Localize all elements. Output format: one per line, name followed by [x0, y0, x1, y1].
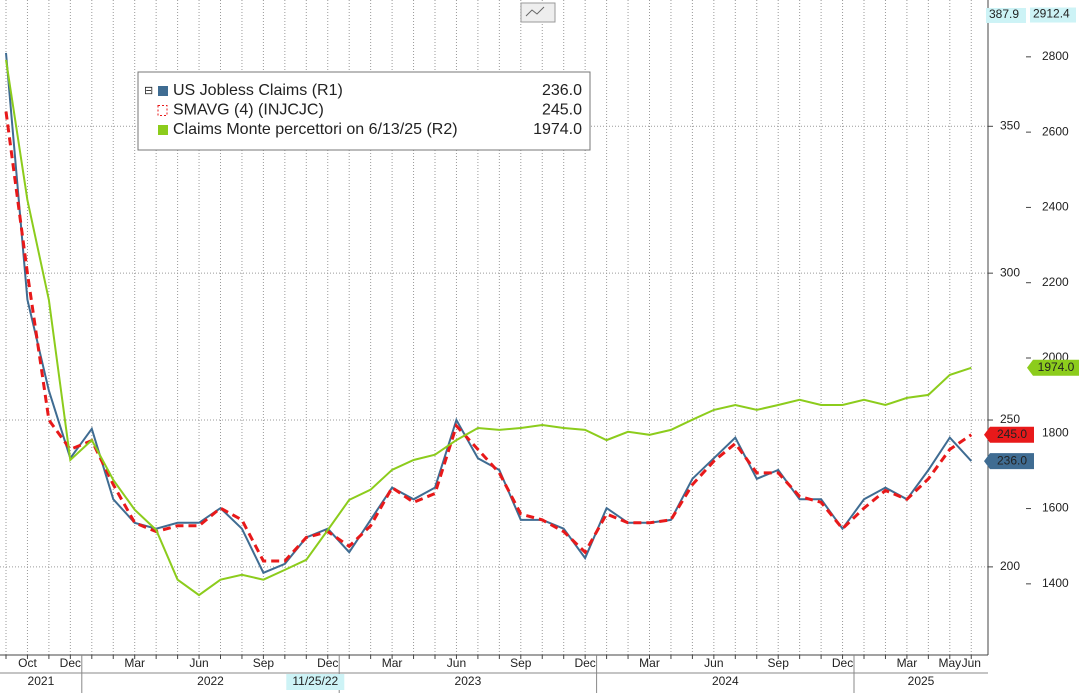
- year-label: 2021: [28, 674, 55, 688]
- value-tag-label: 1974.0: [1038, 360, 1075, 374]
- legend-box: [137, 71, 591, 151]
- y-tick-label: 250: [1000, 412, 1020, 426]
- y2-tick-label: 2600: [1042, 124, 1069, 138]
- y2-tick-label: 2800: [1042, 49, 1069, 63]
- legend-swatch: [158, 86, 168, 96]
- legend-value: 1974.0: [533, 121, 582, 138]
- x-tick-label: Sep: [768, 656, 790, 670]
- x-tick-label: Jun: [189, 656, 208, 670]
- legend-label: Claims Monte percettori on 6/13/25 (R2): [173, 121, 458, 138]
- y2-tick-label: 1400: [1042, 576, 1069, 590]
- y2-tick-label: 1800: [1042, 425, 1069, 439]
- y2-tick-label: 1600: [1042, 501, 1069, 515]
- x-tick-label: Dec: [317, 656, 338, 670]
- x-tick-label: Sep: [253, 656, 275, 670]
- year-label: 2025: [908, 674, 935, 688]
- x-tick-label: Jun: [962, 656, 981, 670]
- x-tick-label: Jun: [704, 656, 723, 670]
- x-tick-label: Dec: [832, 656, 853, 670]
- y-tick-label: 300: [1000, 265, 1020, 279]
- x-tick-label: Dec: [574, 656, 595, 670]
- y-tick-label: 200: [1000, 559, 1020, 573]
- series-line: [4, 111, 973, 563]
- legend-value: 236.0: [542, 82, 582, 99]
- legend: US Jobless Claims (R1) 236.0 SMAVG (4) (IN…: [137, 71, 591, 151]
- legend-toggle: ⊟: [144, 85, 153, 97]
- year-label: 2022: [197, 674, 224, 688]
- legend-label: US Jobless Claims (R1): [173, 82, 343, 99]
- y2-max-label: 2912.4: [1033, 7, 1070, 21]
- chart-icon-glyph: [525, 6, 545, 17]
- value-tag: [1027, 359, 1079, 376]
- x-tick-label: Dec: [60, 656, 81, 670]
- x-tick-label: Mar: [639, 656, 660, 670]
- year-label: 2024: [712, 674, 739, 688]
- series-line: [5, 59, 972, 597]
- y-tick-label: 350: [1000, 118, 1020, 132]
- legend-swatch: [157, 105, 168, 116]
- x-tick-label: Oct: [18, 656, 37, 670]
- year-label: 2023: [455, 674, 482, 688]
- value-tag-label: 236.0: [997, 453, 1027, 467]
- x-tick-label: Mar: [382, 656, 403, 670]
- y-max-box: [986, 7, 1026, 23]
- x-tick-label: Mar: [124, 656, 145, 670]
- value-tag: [984, 426, 1034, 443]
- x-tick-label: Jun: [447, 656, 466, 670]
- cursor-label: 11/25/22: [292, 674, 338, 688]
- legend-label: SMAVG (4) (INJCJC): [173, 102, 324, 119]
- y-max-label: 387.9: [989, 7, 1019, 21]
- x-tick-label: May: [938, 656, 961, 670]
- x-tick-label: Sep: [510, 656, 532, 670]
- x-tick-label: Mar: [897, 656, 918, 670]
- legend-swatch: [158, 125, 168, 135]
- legend-value: 245.0: [542, 102, 582, 119]
- value-tag: [984, 453, 1034, 470]
- y2-tick-label: 2400: [1042, 200, 1069, 214]
- y2-max-box: [1030, 7, 1076, 23]
- cursor-box: [286, 674, 345, 690]
- value-tag-label: 245.0: [997, 427, 1027, 441]
- y2-tick-label: 2200: [1042, 275, 1069, 289]
